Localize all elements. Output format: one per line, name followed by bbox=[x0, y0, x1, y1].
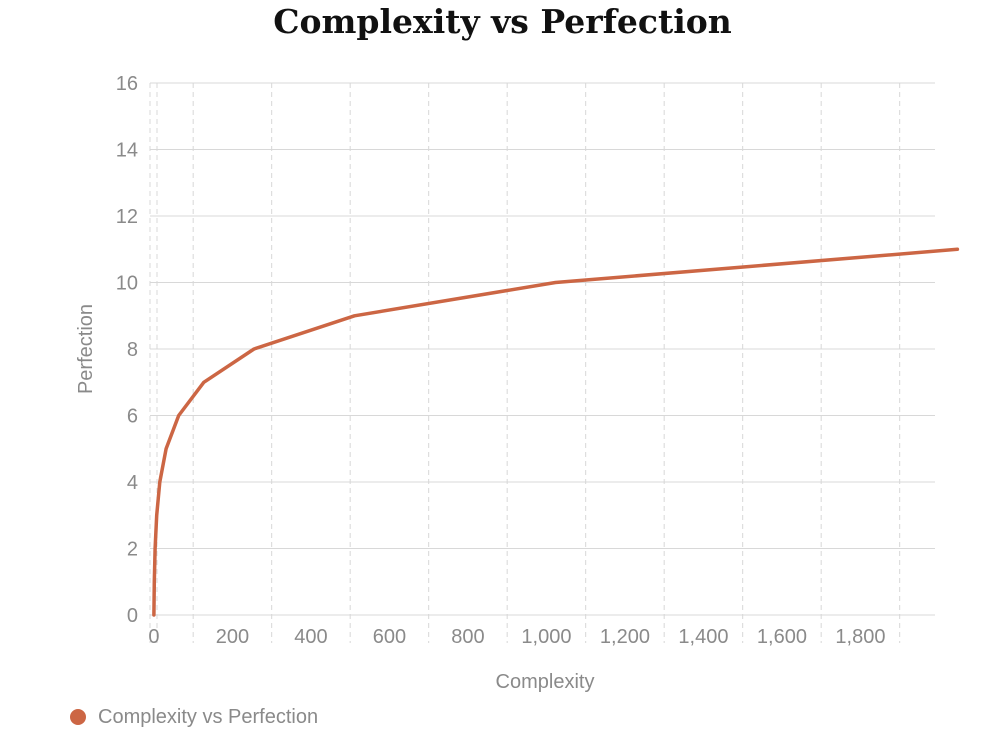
series-line[interactable] bbox=[152, 247, 960, 617]
y-tick-label: 0 bbox=[127, 605, 138, 627]
y-tick-label: 6 bbox=[127, 406, 138, 428]
y-tick-label: 10 bbox=[116, 273, 138, 295]
x-tick-label: 1,000 bbox=[521, 626, 571, 648]
y-tick-label: 12 bbox=[116, 206, 138, 228]
chart-title: Complexity vs Perfection bbox=[273, 2, 732, 41]
y-tick-label: 16 bbox=[116, 73, 138, 95]
x-tick-label: 600 bbox=[373, 626, 406, 648]
y-tick-label: 2 bbox=[127, 539, 138, 561]
legend-label: Complexity vs Perfection bbox=[98, 705, 319, 728]
y-tick-label: 4 bbox=[127, 472, 138, 494]
x-tick-label: 1,400 bbox=[678, 626, 728, 648]
y-tick-label: 14 bbox=[116, 140, 138, 162]
grid bbox=[149, 82, 935, 643]
series-layer bbox=[152, 247, 960, 617]
x-tick-label: 200 bbox=[216, 626, 249, 648]
axis-ticks: 0 2 4 6 8 10 12 14 16 0 200 400 600 800 1,000 1,200 1,40… bbox=[116, 73, 886, 648]
x-tick-label: 400 bbox=[294, 626, 327, 648]
legend[interactable]: Complexity vs Perfection bbox=[70, 704, 318, 730]
x-tick-label: 1,200 bbox=[600, 626, 650, 648]
y-axis-label: Perfection bbox=[75, 304, 97, 394]
x-tick-label: 1,800 bbox=[835, 626, 885, 648]
y-tick-label: 8 bbox=[127, 339, 138, 361]
x-tick-label: 0 bbox=[148, 626, 159, 648]
x-tick-label: 1,600 bbox=[757, 626, 807, 648]
x-tick-label: 800 bbox=[451, 626, 484, 648]
legend-marker bbox=[70, 709, 86, 725]
x-axis-label: Complexity bbox=[496, 671, 595, 693]
